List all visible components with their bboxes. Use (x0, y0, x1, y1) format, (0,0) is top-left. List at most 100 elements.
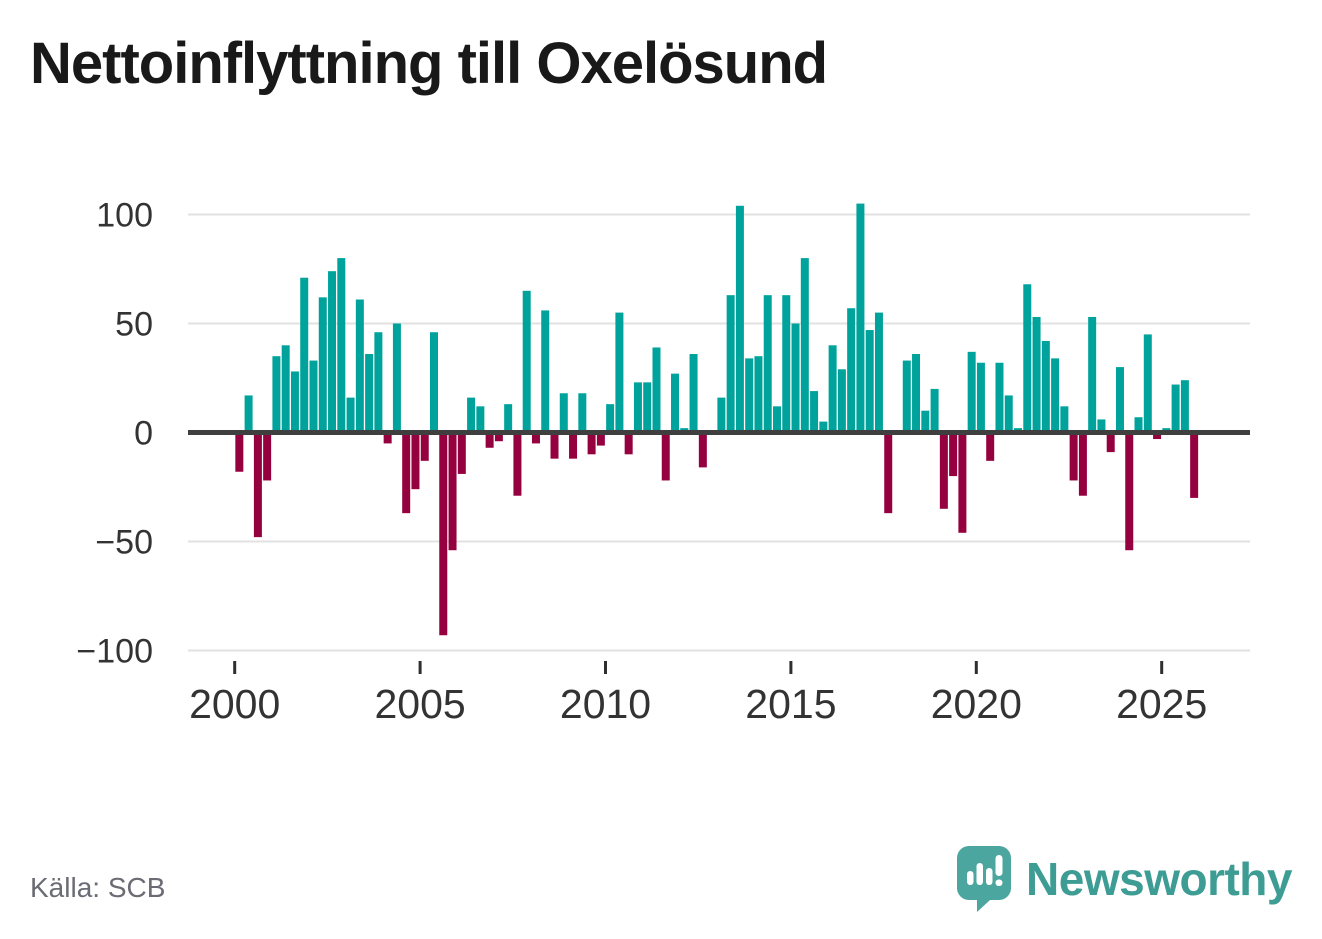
bar-2021-Q4 (1041, 340, 1050, 433)
bar-2024-Q3 (1143, 334, 1152, 433)
chart-title: Nettoinflyttning till Oxelösund (30, 31, 828, 96)
bar-2019-Q4 (967, 351, 976, 433)
bar-2022-Q3 (1069, 432, 1078, 481)
bar-2012-Q3 (698, 432, 707, 468)
bar-2009-Q2 (578, 393, 587, 433)
bar-2022-Q4 (1078, 432, 1087, 496)
bar-2016-Q4 (856, 203, 865, 433)
bar-2009-Q3 (587, 432, 596, 455)
migration-bar-chart: 100 50 0 −50 −100 2000 2005 2010 2015 2020 2025 (76, 197, 1250, 727)
bar-2002-Q4 (337, 258, 346, 433)
bar-2019-Q1 (939, 432, 948, 509)
bar-2014-Q2 (763, 295, 772, 433)
bar-2007-Q3 (513, 432, 522, 496)
bar-2006-Q4 (485, 432, 494, 448)
bar-2004-Q4 (411, 432, 420, 490)
bar-2011-Q4 (671, 373, 680, 433)
bar-2007-Q4 (522, 290, 531, 433)
bar-2015-Q1 (791, 323, 800, 433)
bar-2004-Q3 (402, 432, 411, 514)
bar-2010-Q2 (615, 312, 624, 433)
bar-2025-Q4 (1190, 432, 1199, 498)
bar-2023-Q1 (1088, 316, 1097, 433)
bar-2024-Q1 (1125, 432, 1134, 551)
x-axis-label: 2020 (931, 681, 1022, 727)
bar-2024-Q2 (1134, 417, 1143, 433)
bar-2017-Q2 (874, 312, 883, 433)
y-axis-label: 0 (134, 415, 153, 453)
bar-2011-Q3 (661, 432, 670, 481)
bar-2013-Q3 (735, 205, 744, 433)
bar-2018-Q3 (921, 410, 930, 433)
newsworthy-wordmark: Newsworthy (1026, 853, 1292, 905)
bar-2000-Q3 (253, 432, 262, 538)
bar-2008-Q3 (550, 432, 559, 459)
x-axis-label: 2005 (374, 681, 465, 727)
bar-2023-Q4 (1115, 367, 1124, 433)
bar-2008-Q4 (559, 393, 568, 433)
bar-2003-Q3 (365, 354, 374, 433)
bar-2004-Q1 (383, 432, 392, 444)
bar-2008-Q1 (531, 432, 540, 444)
bar-2001-Q1 (272, 356, 281, 433)
x-axis-label: 2000 (189, 681, 280, 727)
y-axis-label: 50 (115, 306, 153, 344)
bar-2021-Q2 (1023, 284, 1032, 433)
bar-2018-Q2 (912, 354, 921, 433)
bar-2015-Q2 (800, 258, 809, 433)
bar-2001-Q4 (300, 277, 309, 433)
bar-2025-Q2 (1171, 384, 1180, 433)
bar-2019-Q2 (949, 432, 958, 477)
bar-2011-Q1 (643, 382, 652, 433)
x-axis-label: 2015 (745, 681, 836, 727)
x-axis-label: 2025 (1116, 681, 1207, 727)
bar-2004-Q2 (392, 323, 401, 433)
bar-2023-Q2 (1097, 419, 1106, 433)
bar-2017-Q1 (865, 330, 874, 433)
bar-2014-Q4 (782, 295, 791, 433)
bar-2021-Q3 (1032, 316, 1041, 433)
source-note: Källa: SCB (30, 872, 166, 903)
bar-2002-Q2 (318, 297, 327, 433)
bar-2008-Q2 (541, 310, 550, 433)
bar-2020-Q4 (1004, 395, 1013, 433)
bar-2000-Q1 (235, 432, 244, 472)
bar-2002-Q1 (309, 360, 318, 433)
bar-2012-Q2 (689, 354, 698, 433)
bar-2018-Q1 (902, 360, 911, 433)
bar-2022-Q2 (1060, 406, 1069, 433)
bar-2005-Q1 (420, 432, 429, 461)
bar-2014-Q3 (772, 406, 781, 433)
bar-2007-Q1 (494, 432, 503, 442)
bar-2024-Q4 (1153, 432, 1162, 440)
bar-2015-Q3 (810, 391, 819, 433)
y-axis-label: −100 (76, 633, 153, 671)
bar-2014-Q1 (754, 356, 763, 433)
bar-2010-Q1 (606, 404, 615, 433)
bar-2002-Q3 (328, 271, 337, 433)
bar-2017-Q3 (884, 432, 893, 514)
bar-2013-Q4 (745, 358, 754, 433)
bar-2010-Q3 (624, 432, 633, 455)
bar-2009-Q1 (569, 432, 578, 459)
bar-2006-Q2 (467, 397, 476, 433)
bar-2020-Q3 (995, 362, 1004, 433)
newsworthy-logo: Newsworthy (956, 845, 1292, 913)
y-axis-label: 100 (96, 197, 153, 235)
bar-2010-Q4 (633, 382, 642, 433)
bar-2013-Q1 (717, 397, 726, 433)
bar-2006-Q1 (457, 432, 466, 474)
bar-2020-Q2 (986, 432, 995, 461)
bar-2023-Q3 (1106, 432, 1115, 453)
bar-2013-Q2 (726, 295, 735, 433)
bar-2000-Q2 (244, 395, 253, 433)
bar-2001-Q3 (290, 371, 299, 433)
bar-2009-Q4 (596, 432, 605, 446)
bar-2005-Q2 (430, 332, 438, 433)
bar-2025-Q3 (1180, 380, 1189, 433)
y-axis-label: −50 (95, 524, 153, 562)
bar-2003-Q1 (346, 397, 355, 433)
bar-2011-Q2 (652, 347, 661, 433)
newsworthy-bubble-icon (957, 846, 1012, 912)
